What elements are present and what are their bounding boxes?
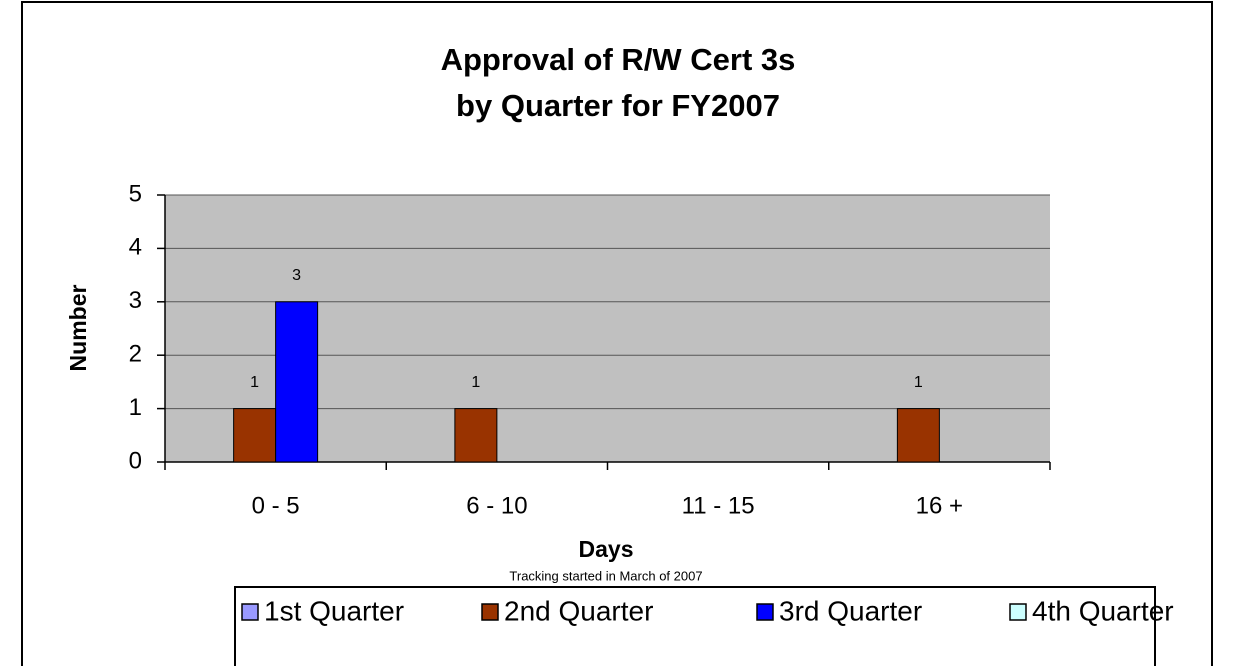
bar: [233, 408, 277, 463]
legend-swatch: [756, 603, 774, 621]
legend-label: 4th Quarter: [1032, 595, 1174, 626]
x-tick-label: 11 - 15: [682, 492, 755, 519]
legend-swatch: [481, 603, 499, 621]
legend-label: 1st Quarter: [264, 595, 404, 626]
y-tick-label: 0: [129, 447, 142, 474]
y-tick-label: 3: [129, 287, 142, 314]
bar: [275, 301, 319, 463]
y-tick-label: 2: [129, 341, 142, 368]
legend-swatch: [241, 603, 259, 621]
x-tick-label: 16 +: [916, 492, 963, 519]
y-axis-label: Number: [65, 285, 91, 372]
legend: [234, 586, 1156, 666]
data-label: 3: [292, 267, 301, 284]
annotation: Tracking started in March of 2007: [509, 568, 702, 583]
bar: [454, 408, 498, 463]
data-label: 1: [250, 374, 259, 391]
data-label: 1: [471, 374, 480, 391]
legend-swatch: [1009, 603, 1027, 621]
chart-title: by Quarter for FY2007: [456, 88, 780, 123]
data-label: 1: [914, 374, 923, 391]
x-tick-label: 6 - 10: [466, 492, 527, 519]
chart-title: Approval of R/W Cert 3s: [441, 42, 796, 77]
legend-label: 2nd Quarter: [504, 595, 653, 626]
x-axis-label: Days: [579, 536, 634, 562]
y-tick-label: 1: [129, 394, 142, 421]
legend-label: 3rd Quarter: [779, 595, 922, 626]
bar: [896, 408, 940, 463]
x-tick-label: 0 - 5: [252, 492, 300, 519]
y-tick-label: 5: [129, 180, 142, 207]
y-tick-label: 4: [129, 234, 142, 261]
